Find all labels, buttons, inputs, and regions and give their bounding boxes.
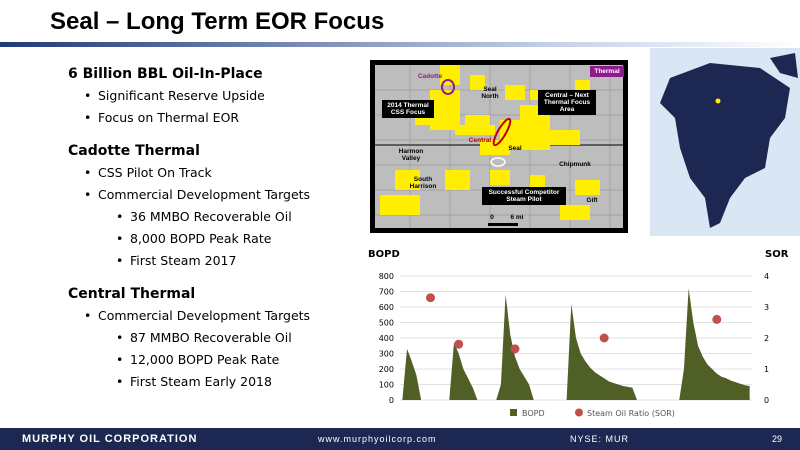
section-heading: 6 Billion BBL Oil-In-Place	[68, 66, 263, 82]
y-tick-label: 0	[389, 396, 394, 405]
bullet: Significant Reserve Upside	[68, 88, 368, 103]
point	[712, 314, 722, 324]
map-label: Successful Competitor Steam Pilot	[482, 187, 566, 206]
sub-bullet: 87 MMBO Recoverable Oil	[68, 330, 368, 345]
y-tick-label: 200	[379, 365, 394, 374]
map-label: Central – Next Thermal Focus Area	[538, 90, 596, 116]
map-label: Gift	[586, 197, 598, 204]
map-label: Chipmunk	[559, 161, 591, 168]
y2-tick-label: 4	[764, 272, 769, 281]
y-tick-label: 600	[379, 303, 394, 312]
section: Central Thermal Commercial Development Ta…	[68, 286, 368, 389]
y-axis-title: BOPD	[368, 249, 400, 260]
map-label: Thermal	[590, 66, 624, 78]
y-tick-label: 700	[379, 288, 394, 297]
company: MURPHY OIL CORPORATION	[22, 433, 198, 445]
y2-tick-label: 2	[764, 334, 769, 343]
section: Cadotte Thermal CSS Pilot On Track Commerc…	[68, 143, 368, 268]
point	[454, 339, 464, 349]
y-tick-label: 400	[379, 334, 394, 343]
section-heading: Central Thermal	[68, 286, 196, 302]
map-label: South Harrison	[409, 176, 437, 191]
title: Seal – Long Term EOR Focus	[50, 8, 385, 35]
y-tick-label: 100	[379, 381, 394, 390]
map-label: Cadotte	[417, 73, 443, 80]
footer: MURPHY OIL CORPORATION www.murphyoilcorp…	[0, 428, 800, 450]
website: www.murphyoilcorp.com	[318, 434, 437, 444]
map-label: 2014 Thermal CSS Focus	[382, 100, 434, 119]
sub-bullet: 12,000 BOPD Peak Rate	[68, 352, 368, 367]
bullet: Commercial Development Targets	[68, 187, 368, 202]
y2-tick-label: 3	[764, 303, 769, 312]
y-tick-label: 800	[379, 272, 394, 281]
legend-label: BOPD	[522, 409, 545, 418]
y2-tick-label: 0	[764, 396, 769, 405]
y2-tick-label: 1	[764, 365, 769, 374]
ticker: NYSE: MUR	[570, 434, 630, 444]
sub-bullet: First Steam 2017	[68, 253, 368, 268]
map-label: Seal North	[481, 86, 499, 101]
legend-swatch	[510, 409, 517, 416]
bullet: Focus on Thermal EOR	[68, 110, 368, 125]
sub-bullet: 8,000 BOPD Peak Rate	[68, 231, 368, 246]
section-heading: Cadotte Thermal	[68, 143, 200, 159]
sub-bullet: 36 MMBO Recoverable Oil	[68, 209, 368, 224]
locator-map	[650, 48, 800, 236]
map-label: 0	[490, 214, 494, 221]
title-bar	[0, 42, 800, 47]
point	[510, 344, 520, 354]
y-tick-label: 300	[379, 350, 394, 359]
legend-label: Steam Oil Ratio (SOR)	[587, 409, 675, 418]
map-label: 6 mi	[510, 214, 524, 221]
point	[599, 333, 609, 343]
map-label: Central	[468, 137, 492, 144]
y-tick-label: 500	[379, 319, 394, 328]
production-chart: BOPD SOR 0 100 200 300 400 500 600 700 800 0 1 2 3 4 BOP…	[368, 249, 789, 418]
sub-bullet: First Steam Early 2018	[68, 374, 368, 389]
bullets: 6 Billion BBL Oil-In-Place Significant Re…	[68, 66, 368, 407]
page-number: 29	[772, 434, 783, 444]
section: 6 Billion BBL Oil-In-Place Significant Re…	[68, 66, 368, 125]
point	[426, 293, 436, 303]
legend-swatch	[575, 408, 583, 417]
y2-axis-title: SOR	[765, 249, 789, 260]
map-label: Seal	[508, 145, 522, 152]
map-label: Harmon Valley	[398, 148, 424, 163]
bullet: CSS Pilot On Track	[68, 165, 368, 180]
area	[402, 288, 750, 400]
bullet: Commercial Development Targets	[68, 308, 368, 323]
